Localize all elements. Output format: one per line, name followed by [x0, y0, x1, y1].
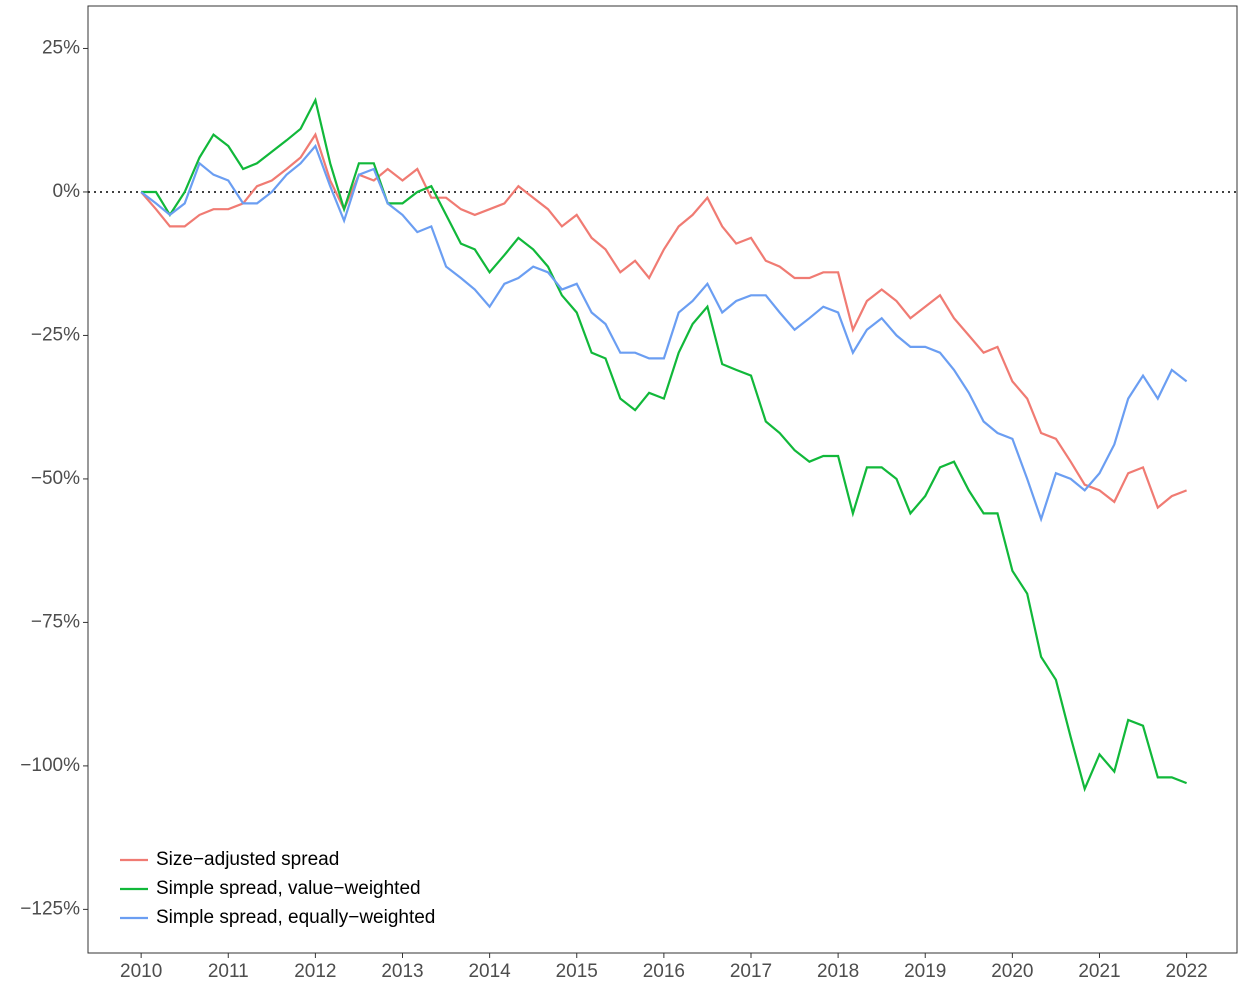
x-tick-label: 2022 — [1165, 961, 1207, 982]
y-tick-label: 0% — [53, 181, 81, 202]
legend-label: Simple spread, equally−weighted — [156, 907, 435, 928]
x-tick-label: 2016 — [643, 961, 685, 982]
y-tick-label: −100% — [20, 755, 80, 776]
x-tick-label: 2010 — [120, 961, 162, 982]
y-tick-label: −125% — [20, 898, 80, 919]
series-line — [141, 96, 1187, 793]
x-tick-label: 2013 — [381, 961, 423, 982]
y-tick-label: −50% — [31, 468, 80, 489]
x-tick-label: 2011 — [208, 961, 249, 982]
y-tick-label: −25% — [31, 324, 80, 345]
plot-frame — [87, 5, 1238, 954]
x-tick-label: 2014 — [468, 961, 511, 982]
x-tick-label: 2015 — [556, 961, 598, 982]
x-tick-label: 2012 — [294, 961, 336, 982]
x-tick-label: 2020 — [991, 961, 1033, 982]
x-tick-label: 2019 — [904, 961, 946, 982]
x-tick-label: 2018 — [817, 961, 859, 982]
x-tick-label: 2017 — [730, 961, 772, 982]
series-line — [140, 132, 1187, 510]
y-tick-label: 25% — [42, 37, 80, 58]
legend-label: Simple spread, value−weighted — [156, 878, 421, 899]
y-tick-label: −75% — [31, 611, 80, 632]
legend-label: Size−adjusted spread — [156, 849, 339, 870]
x-tick-label: 2021 — [1078, 961, 1120, 982]
series-line — [140, 143, 1188, 523]
